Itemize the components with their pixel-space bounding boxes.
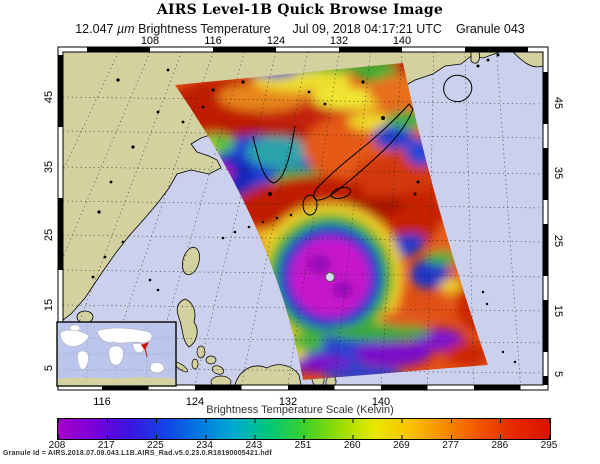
granule-location-arrow-icon: [141, 342, 149, 358]
land-luzon: [176, 298, 198, 348]
page-title: AIRS Level-1B Quick Browse Image: [157, 2, 443, 18]
axis-tick-label: 5: [552, 371, 564, 377]
wavelength-label: 12.047 µm Brightness Temperature: [75, 22, 271, 36]
axis-tick-label: 15: [43, 299, 55, 311]
axis-tick-label: 25: [552, 235, 564, 247]
shikoku-coastline: [330, 187, 352, 199]
axis-tick-label: 35: [43, 161, 55, 173]
land-hainan: [76, 310, 94, 324]
colorbar-ticks-top: [58, 419, 550, 423]
axis-tick-label: 140: [393, 36, 411, 47]
map-plot: 108 116 124 132 140 116 124 132 140 45 3…: [43, 36, 564, 408]
left-axis-labels: 45 35 25 15 5: [43, 91, 55, 371]
colorbar-tick-label: 269: [393, 440, 410, 451]
colorbar-labels: 208 217 225 234 243 251 260 269 277 286 …: [49, 440, 558, 452]
datetime-label: Jul 09, 2018 04:17:21 UTC: [292, 22, 442, 36]
axis-tick-label: 45: [43, 91, 55, 103]
bottom-axis-labels: 116 124 132 140: [93, 396, 390, 408]
land-philippine-islands: [173, 345, 232, 385]
colorbar-tick-label: 286: [491, 440, 509, 451]
inset-continents: [60, 324, 165, 373]
colorbar-tick-label: 234: [196, 440, 213, 451]
colorbar-ticks-bottom: [58, 435, 550, 439]
coastlines: [252, 74, 473, 216]
land-sakhalin: [470, 52, 480, 64]
axis-tick-label: 15: [552, 305, 564, 317]
colorbar: [57, 418, 551, 440]
small-islands: [91, 53, 517, 364]
axis-tick-label: 116: [204, 36, 222, 47]
axis-tick-label: 116: [93, 396, 111, 408]
colorbar-title: Brightness Temperature Scale (Kelvin): [206, 404, 394, 416]
colorbar-tick-label: 208: [48, 440, 66, 451]
colorbar-tick-label: 277: [442, 440, 459, 451]
typhoon-eye: [325, 272, 335, 282]
korea-coastline: [252, 125, 296, 184]
axis-tick-label: 5: [43, 365, 55, 371]
honshu-coastline: [313, 103, 414, 201]
colorbar-tick-label: 295: [540, 440, 558, 451]
world-inset: [56, 321, 177, 387]
granule-label: Granule 043: [455, 22, 525, 36]
colorbar-tick-label: 251: [294, 440, 312, 451]
axis-tick-label: 132: [330, 36, 348, 47]
hokkaido-coastline: [443, 74, 473, 103]
colorbar-tick-label: 217: [97, 440, 115, 451]
axis-tick-label: 124: [186, 396, 204, 408]
right-axis-labels: 45 35 25 15 5: [552, 97, 564, 377]
axis-tick-label: 124: [267, 36, 285, 47]
subtitle: 12.047 µm Brightness Temperature Jul 09, …: [0, 22, 600, 36]
top-axis-labels: 108 116 124 132 140: [141, 36, 411, 47]
axis-tick-label: 45: [552, 97, 564, 109]
colorbar-tick-label: 243: [245, 440, 263, 451]
axis-tick-label: 140: [372, 396, 390, 408]
colorbar-tick-label: 225: [147, 440, 164, 451]
axis-tick-label: 25: [43, 229, 55, 241]
land-wedge-ne: [512, 52, 543, 68]
colorbar-tick-label: 260: [343, 440, 361, 451]
axis-tick-label: 132: [279, 396, 297, 408]
granule-id: Granule Id = AIRS.2018.07.09.043.L1B.AIR…: [3, 450, 272, 457]
land-taiwan: [182, 246, 200, 276]
kyushu-coastline: [302, 194, 318, 216]
inset-antarctica: [57, 377, 176, 386]
land-borneo: [234, 364, 302, 385]
axis-tick-label: 108: [141, 36, 159, 47]
axis-tick-label: 35: [552, 167, 564, 179]
